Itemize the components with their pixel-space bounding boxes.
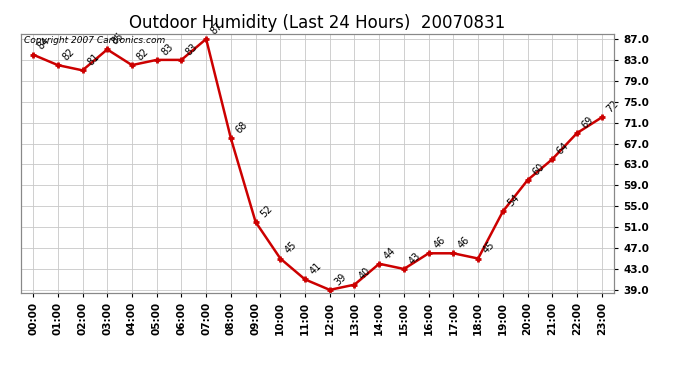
- Text: 60: 60: [531, 162, 546, 177]
- Text: 41: 41: [308, 261, 324, 277]
- Text: 46: 46: [431, 235, 447, 250]
- Text: 45: 45: [481, 240, 497, 256]
- Text: 69: 69: [580, 114, 595, 130]
- Text: 83: 83: [159, 41, 175, 57]
- Text: Copyright 2007 Cartronics.com: Copyright 2007 Cartronics.com: [23, 36, 165, 45]
- Text: 45: 45: [283, 240, 299, 256]
- Text: 82: 82: [135, 46, 150, 62]
- Title: Outdoor Humidity (Last 24 Hours)  20070831: Outdoor Humidity (Last 24 Hours) 2007083…: [129, 14, 506, 32]
- Text: 72: 72: [604, 99, 620, 115]
- Text: 52: 52: [258, 203, 275, 219]
- Text: 40: 40: [357, 266, 373, 282]
- Text: 83: 83: [184, 41, 200, 57]
- Text: 87: 87: [209, 20, 225, 36]
- Text: 46: 46: [456, 235, 472, 250]
- Text: 68: 68: [234, 120, 249, 135]
- Text: 82: 82: [61, 46, 77, 62]
- Text: 85: 85: [110, 31, 126, 46]
- Text: 54: 54: [506, 193, 522, 209]
- Text: 43: 43: [406, 251, 422, 266]
- Text: 84: 84: [36, 36, 52, 52]
- Text: 64: 64: [555, 141, 571, 156]
- Text: 39: 39: [333, 272, 348, 287]
- Text: 44: 44: [382, 245, 397, 261]
- Text: 81: 81: [86, 52, 101, 68]
